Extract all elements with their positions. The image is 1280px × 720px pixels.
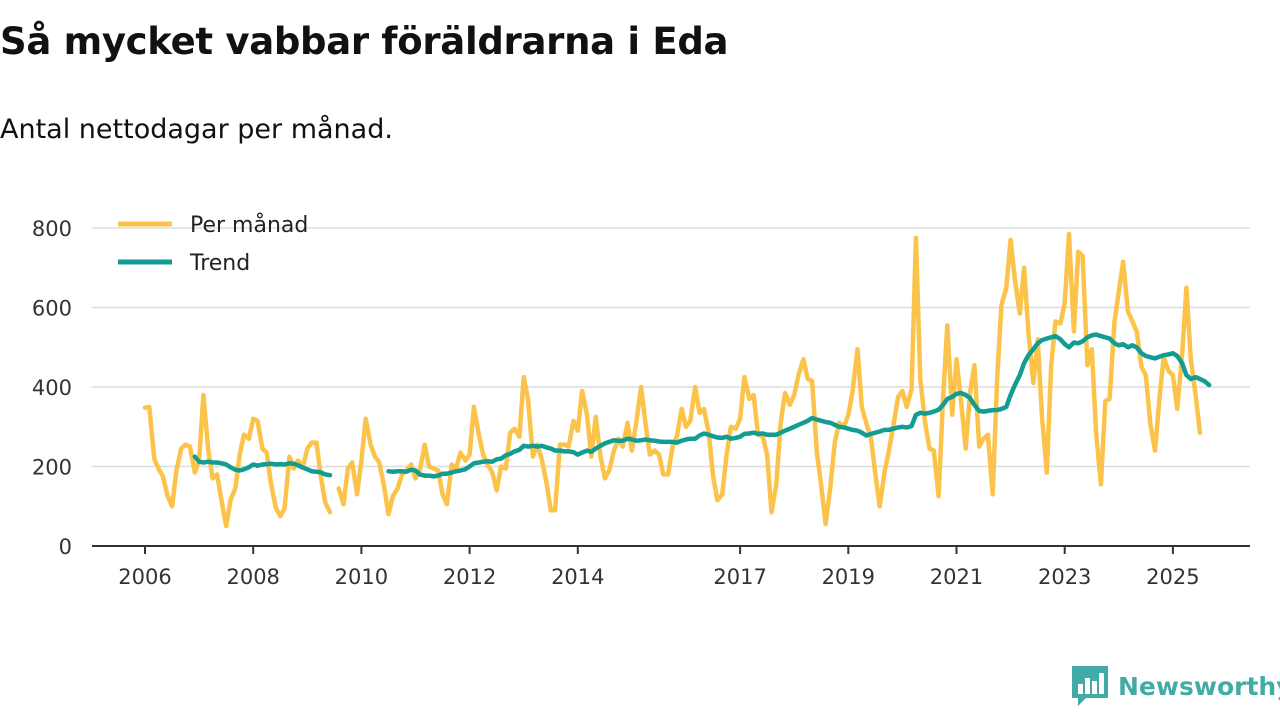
x-tick-label: 2017 [713,565,766,589]
brand-name: Newsworthy [1118,671,1280,701]
x-tick-label: 2008 [226,565,279,589]
series-lines [142,231,1212,529]
series-line-per-manad [336,231,1203,527]
brand-logo[interactable]: Newsworthy [1072,666,1280,706]
y-tick-label: 0 [59,535,72,559]
y-tick-label: 200 [32,456,72,480]
legend-label: Per månad [190,212,308,238]
x-tick-label: 2012 [443,565,496,589]
legend-label: Trend [189,251,250,276]
series-line-trend [386,332,1212,479]
page-subtitle: Antal nettodagar per månad. [0,114,393,145]
x-tick-label: 2010 [335,565,388,589]
newsworthy-logo-icon [1072,666,1108,706]
series-line-trend [192,454,333,478]
y-tick-label: 400 [32,376,72,400]
page-title: Så mycket vabbar föräldrarna i Eda [0,20,729,63]
x-tick-label: 2023 [1038,565,1091,589]
y-tick-label: 800 [32,217,72,241]
axes: 0 200 400 600 800 2006 2008 2010 2012 2014 2017 201… [32,217,1250,589]
x-tick-label: 2025 [1146,565,1199,589]
y-tick-label: 600 [32,297,72,321]
x-tick-label: 2006 [118,565,171,589]
series-line-per-manad [142,392,333,529]
legend: Per månad Trend [118,212,308,276]
x-tick-label: 2014 [551,565,604,589]
x-tick-label: 2021 [930,565,983,589]
x-tick-label: 2019 [822,565,875,589]
